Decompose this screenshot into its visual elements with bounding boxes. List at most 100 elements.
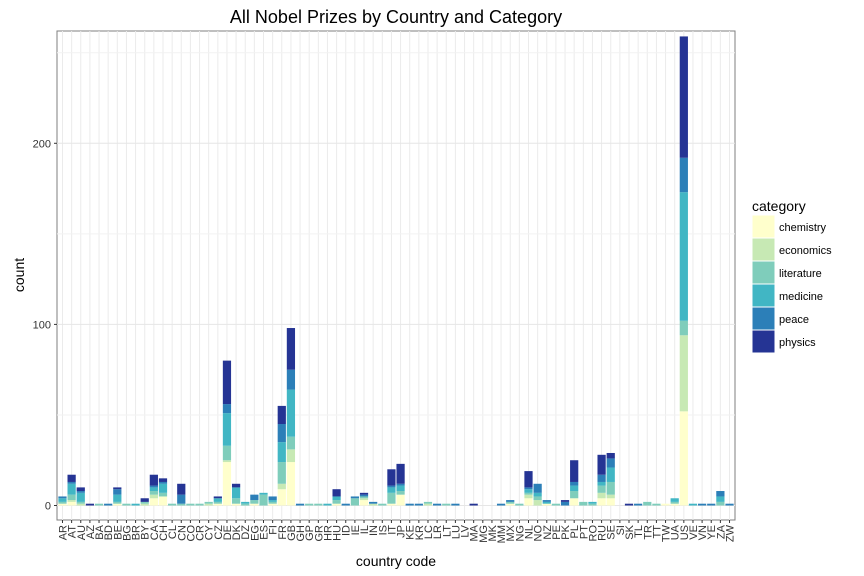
bar-segment-literature	[442, 503, 451, 506]
x-tick-label: NG	[514, 525, 526, 542]
bar-segment-medicine	[76, 492, 85, 502]
bar-segment-economics	[524, 494, 533, 499]
bar-segment-literature	[396, 491, 405, 495]
bar-segment-physics	[286, 328, 296, 370]
bar-segment-medicine	[332, 496, 341, 501]
bar-segment-literature	[195, 503, 204, 506]
x-tick-label: MK	[487, 524, 499, 541]
bar-segment-economics	[606, 494, 615, 499]
bar-segment-literature	[231, 498, 241, 504]
bar-segment-literature	[606, 481, 615, 495]
bar-segment-chemistry	[542, 503, 551, 506]
x-tick-label: PT	[578, 525, 590, 539]
x-tick-label: CR	[195, 525, 207, 541]
bar-segment-peace	[158, 481, 168, 484]
legend-swatch-peace	[751, 306, 776, 331]
x-tick-labels: ARATAUAZBABDBEBGBRBYCACHCLCNCOCRCYCZDEDK…	[57, 520, 737, 543]
bar-segment-literature	[679, 320, 688, 336]
x-tick-label: EG	[249, 525, 261, 541]
bar-segment-physics	[332, 489, 341, 497]
x-tick-label: MM	[496, 525, 508, 543]
bar-segment-physics	[76, 487, 85, 492]
x-tick-label: BD	[103, 525, 115, 540]
legend-label-literature: literature	[779, 268, 822, 280]
bar-segment-medicine	[58, 498, 67, 502]
x-tick-label: IE	[350, 525, 362, 535]
bar-segment-peace	[222, 404, 232, 414]
bar-segment-economics	[277, 483, 286, 490]
bar-segment-economics	[204, 503, 213, 506]
bar-segment-chemistry	[158, 496, 168, 506]
x-tick-label: AR	[57, 525, 69, 540]
bar-segment-economics	[533, 500, 542, 506]
x-tick-label: US	[679, 525, 691, 540]
bar-segment-chemistry	[679, 411, 688, 506]
x-tick-label: LR	[432, 525, 444, 539]
x-tick-label: FR	[277, 525, 289, 540]
bar-segment-literature	[158, 492, 168, 497]
legend-label-physics: physics	[779, 337, 816, 349]
bar-segment-physics	[560, 500, 570, 502]
legend-swatch-physics	[751, 329, 776, 354]
x-tick-label: BR	[131, 525, 143, 540]
bar-segment-physics	[359, 492, 369, 495]
bar-segment-peace	[570, 481, 579, 486]
bar-segment-medicine	[286, 389, 296, 437]
x-tick-label: FI	[268, 525, 280, 535]
x-tick-label: CH	[158, 525, 170, 541]
bar-segment-physics	[396, 463, 405, 484]
chart-title: All Nobel Prizes by Country and Category	[230, 7, 562, 27]
bar-segment-peace	[542, 500, 551, 502]
bar-segment-literature	[241, 503, 250, 506]
bar-segment-chemistry	[222, 462, 232, 506]
bar-segment-peace	[67, 481, 76, 484]
bar-segment-medicine	[259, 492, 268, 495]
bar-segment-literature	[533, 496, 542, 501]
bar-segment-chemistry	[606, 498, 615, 506]
x-tick-label: DE	[222, 525, 234, 540]
bar-segment-literature	[277, 462, 286, 484]
bar-segment-literature	[524, 492, 533, 495]
x-tick-label: CA	[149, 524, 161, 540]
y-tick-labels: 0 100 200	[33, 138, 57, 513]
bar-segment-literature	[250, 500, 259, 504]
x-tick-label: CL	[167, 525, 179, 539]
x-tick-label: TT	[651, 525, 663, 539]
bar-segment-literature	[551, 503, 561, 506]
bar-segment-peace	[606, 458, 615, 468]
bar-segment-peace	[405, 503, 414, 506]
x-tick-label: KE	[405, 525, 417, 540]
bar-segment-chemistry	[661, 503, 670, 506]
x-tick-label: GH	[295, 525, 307, 542]
bar-segment-medicine	[588, 501, 597, 504]
bar-segment-peace	[496, 503, 506, 506]
bar-segment-chemistry	[149, 498, 158, 506]
bar-segment-peace	[414, 503, 423, 506]
bar-segment-literature	[149, 491, 158, 495]
x-tick-label: IN	[368, 525, 380, 536]
bar-segment-physics	[177, 483, 186, 495]
bar-segment-physics	[213, 496, 222, 499]
x-tick-label: AZ	[85, 525, 97, 539]
bar-segment-literature	[140, 501, 149, 504]
bar-segment-chemistry	[213, 503, 222, 506]
bar-segment-chemistry	[524, 498, 533, 506]
x-tick-label: MA	[469, 524, 481, 541]
x-tick-label: GR	[313, 525, 325, 542]
bar-segment-physics	[469, 503, 478, 506]
bar-segment-literature	[305, 503, 314, 506]
bar-segment-literature	[506, 501, 515, 504]
bar-segment-physics	[231, 483, 241, 488]
x-tick-label: LT	[441, 525, 453, 537]
x-tick-label: GP	[304, 525, 316, 541]
bar-segment-literature	[122, 503, 131, 506]
x-tick-label: LU	[450, 525, 462, 539]
bar-segment-physics	[606, 452, 615, 459]
x-tick-label: CO	[185, 525, 197, 542]
x-tick-label: LV	[460, 524, 472, 537]
bar-segment-chemistry	[268, 503, 277, 506]
bar-segment-peace	[350, 496, 359, 499]
bar-segment-literature	[670, 501, 679, 504]
bar-segment-peace	[359, 494, 369, 497]
bar-segment-economics	[76, 503, 85, 506]
